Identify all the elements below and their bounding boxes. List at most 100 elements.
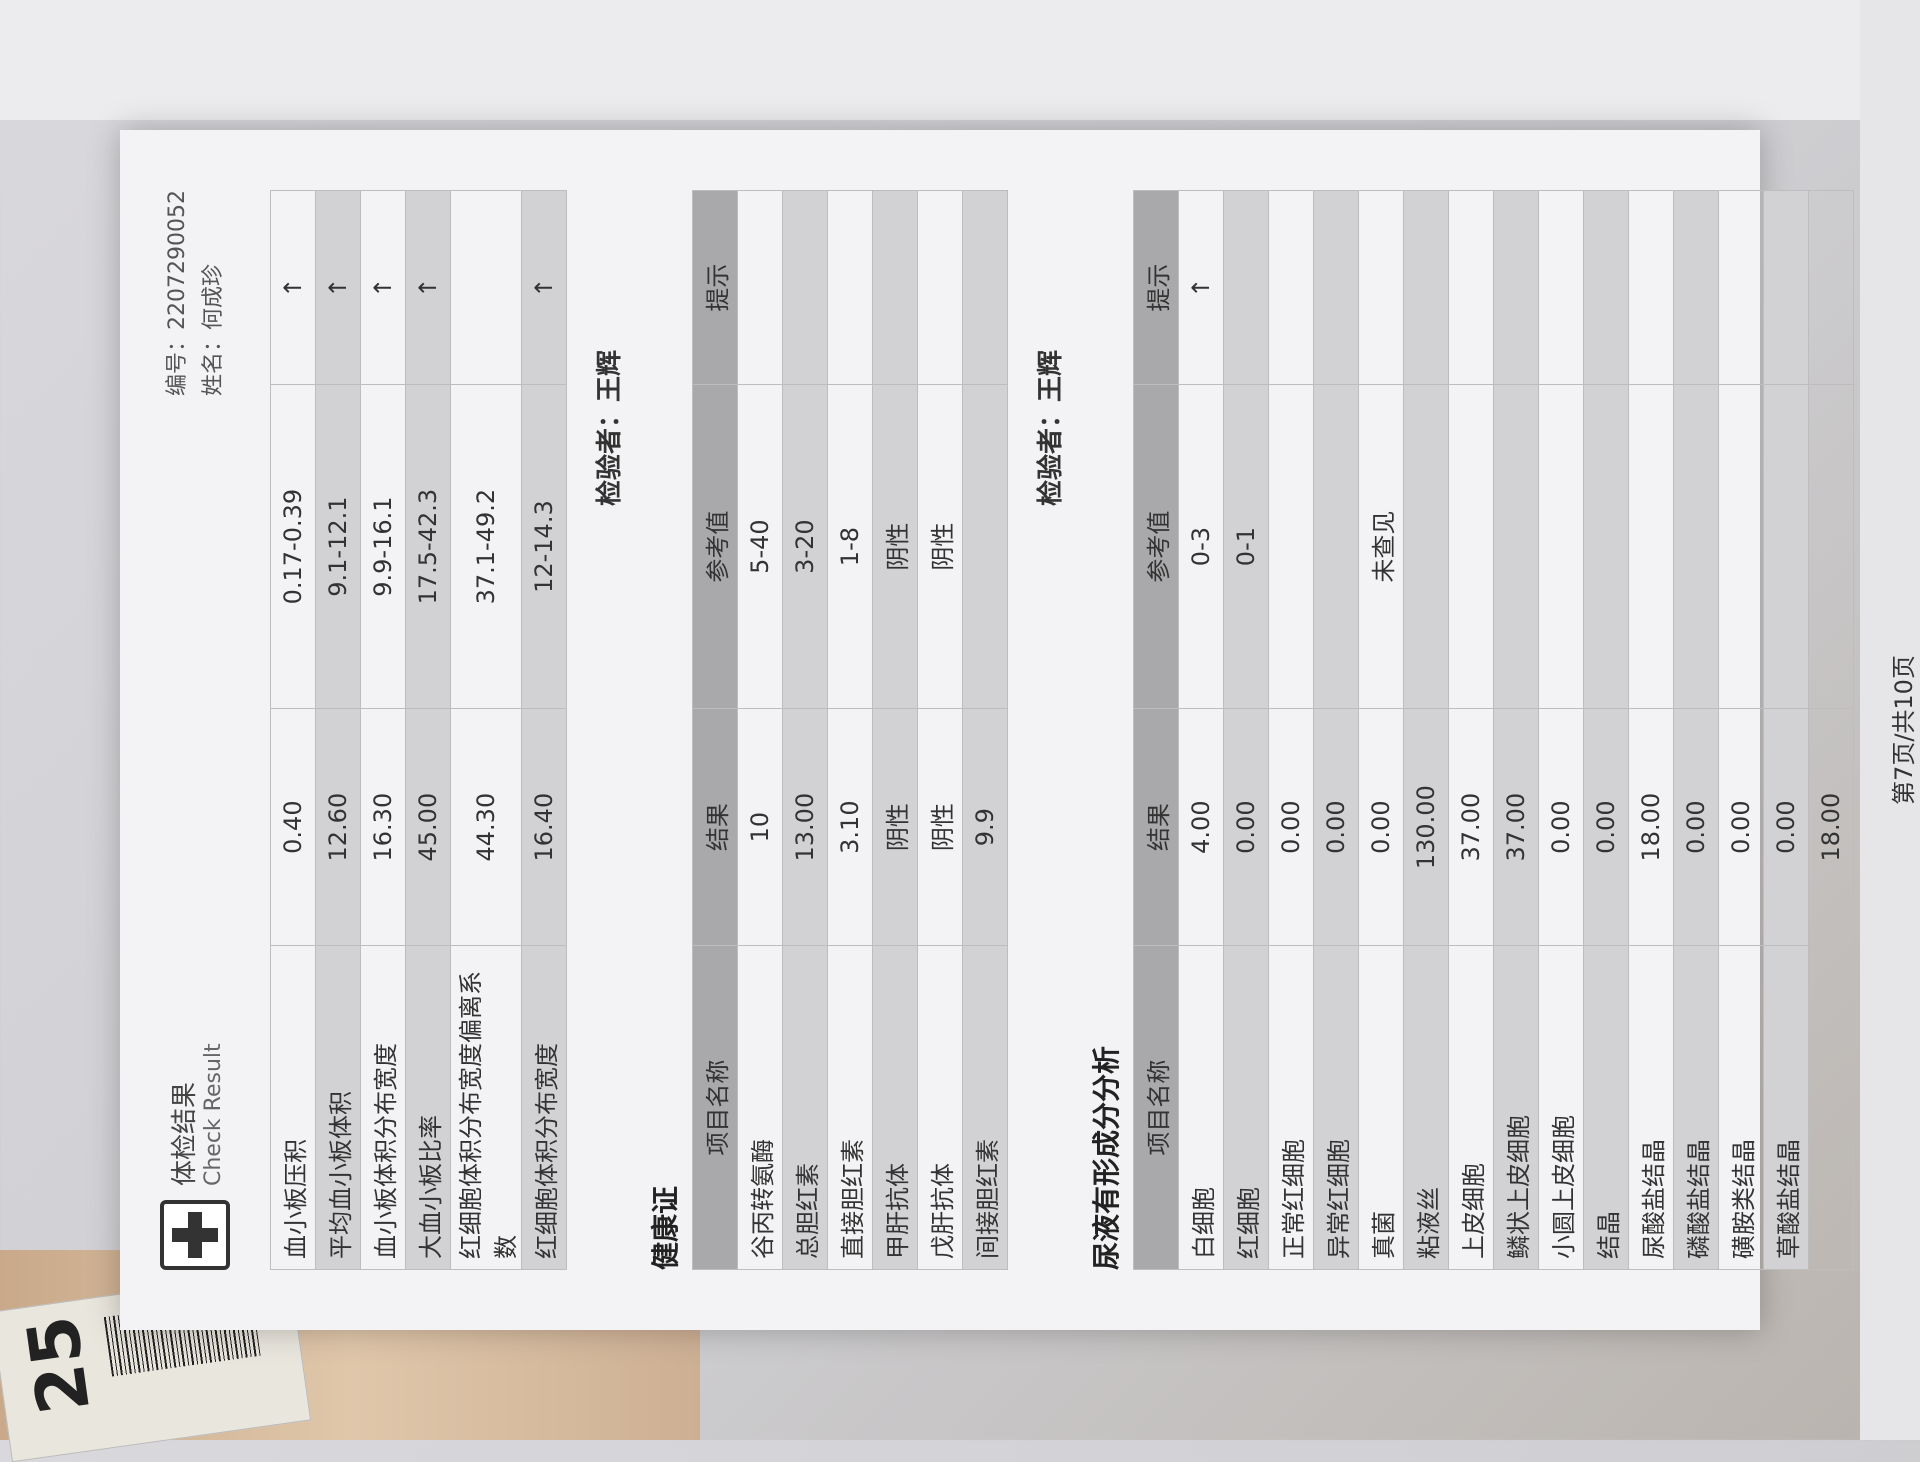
item-name: 谷丙转氨酶	[737, 945, 783, 1270]
table-row: 红细胞体积分布宽度 16.40 12-14.3 ↑	[521, 190, 567, 1270]
item-reference	[1808, 384, 1854, 709]
item-name: 磺胺类结晶	[1718, 945, 1764, 1270]
item-name: 真菌	[1358, 945, 1404, 1270]
item-flag	[1763, 190, 1809, 385]
item-reference	[1583, 384, 1629, 709]
item-flag	[450, 190, 522, 385]
item-result: 0.00	[1313, 708, 1359, 946]
item-reference: 未查见	[1358, 384, 1404, 709]
item-flag	[1448, 190, 1494, 385]
item-flag	[827, 190, 873, 385]
table-row: 间接胆红素 9.9	[962, 190, 1008, 1270]
item-result: 130.00	[1403, 708, 1449, 946]
name-label: 姓名：	[201, 329, 226, 396]
item-result: 0.00	[1718, 708, 1764, 946]
item-name	[1808, 945, 1854, 1270]
page-number: 第7页/共10页	[1890, 655, 1918, 805]
item-name: 直接胆红素	[827, 945, 873, 1270]
item-reference	[1718, 384, 1764, 709]
item-flag: ↑	[360, 190, 406, 385]
patient-info: 编号：2207290052 姓名：何成珍	[160, 190, 232, 396]
item-flag	[1628, 190, 1674, 385]
item-result: 0.00	[1223, 708, 1269, 946]
item-name: 平均血小板体积	[315, 945, 361, 1270]
item-reference: 0-3	[1178, 384, 1224, 709]
item-name: 小圆上皮细胞	[1538, 945, 1584, 1270]
item-name: 戊肝抗体	[917, 945, 963, 1270]
item-flag	[1718, 190, 1764, 385]
item-reference	[962, 384, 1008, 709]
table-row: 草酸盐结晶 0.00	[1763, 190, 1809, 1270]
item-reference	[1673, 384, 1719, 709]
column-header: 提示	[692, 190, 738, 385]
item-name: 总胆红素	[782, 945, 828, 1270]
item-result: 13.00	[782, 708, 828, 946]
item-result: 37.00	[1493, 708, 1539, 946]
table-row: 红细胞体积分布宽度偏离系数 44.30 37.1-49.2	[450, 190, 522, 1270]
item-reference: 17.5-42.3	[405, 384, 451, 709]
item-flag	[1538, 190, 1584, 385]
item-result: 0.00	[1583, 708, 1629, 946]
item-name: 间接胆红素	[962, 945, 1008, 1270]
table-row: 小圆上皮细胞 0.00	[1538, 190, 1584, 1270]
item-reference	[1403, 384, 1449, 709]
table-row: 正常红细胞 0.00	[1268, 190, 1314, 1270]
column-header: 项目名称	[1133, 945, 1179, 1270]
section-title-health: 健康证	[649, 1185, 682, 1270]
item-name: 白细胞	[1178, 945, 1224, 1270]
table-row: 大血小板比率 45.00 17.5-42.3 ↑	[405, 190, 451, 1270]
item-flag: ↑	[521, 190, 567, 385]
table-row: 粘液丝 130.00	[1403, 190, 1449, 1270]
item-name: 磷酸盐结晶	[1673, 945, 1719, 1270]
background-sheet-edge	[1860, 0, 1920, 1440]
item-flag: ↑	[1178, 190, 1224, 385]
item-flag: ↑	[270, 190, 316, 385]
item-flag	[1673, 190, 1719, 385]
item-name: 红细胞	[1223, 945, 1269, 1270]
checker-signature: 检验者：王辉	[595, 350, 625, 507]
item-reference: 阴性	[917, 384, 963, 709]
item-flag	[962, 190, 1008, 385]
name-value: 何成珍	[201, 263, 226, 330]
item-reference: 12-14.3	[521, 384, 567, 709]
item-flag	[737, 190, 783, 385]
table-row: 鳞状上皮细胞 37.00	[1493, 190, 1539, 1270]
sticker-number: 25	[11, 1310, 107, 1419]
id-value: 2207290052	[165, 190, 190, 330]
item-result: 0.00	[1538, 708, 1584, 946]
item-flag	[1583, 190, 1629, 385]
table-row: 红细胞 0.00 0-1	[1223, 190, 1269, 1270]
urine-analysis-table: 项目名称 结果 参考值 提示 白细胞 4.00 0-3 ↑ 红细胞 0.00 0-1 正常红细胞 0.0…	[1133, 190, 1854, 1270]
table-row: 真菌 0.00 未查见	[1358, 190, 1404, 1270]
item-flag	[1808, 190, 1854, 385]
item-result: 0.00	[1673, 708, 1719, 946]
table-row: 戊肝抗体 阴性 阴性	[917, 190, 963, 1270]
item-reference	[1268, 384, 1314, 709]
item-reference	[1448, 384, 1494, 709]
table-row: 平均血小板体积 12.60 9.1-12.1 ↑	[315, 190, 361, 1270]
item-result: 3.10	[827, 708, 873, 946]
table-row: 总胆红素 13.00 3-20	[782, 190, 828, 1270]
item-result: 0.00	[1763, 708, 1809, 946]
hospital-logo-icon	[160, 1200, 230, 1270]
item-name: 粘液丝	[1403, 945, 1449, 1270]
table-row: 直接胆红素 3.10 1-8	[827, 190, 873, 1270]
item-reference	[1763, 384, 1809, 709]
column-header: 结果	[692, 708, 738, 946]
report-subtitle: Check Result	[201, 1043, 226, 1186]
table-row: 血小板压积 0.40 0.17-0.39 ↑	[270, 190, 316, 1270]
item-flag: ↑	[315, 190, 361, 385]
item-result: 阴性	[917, 708, 963, 946]
item-flag	[1493, 190, 1539, 385]
section-title-urine: 尿液有形成分分析	[1090, 1045, 1123, 1270]
item-flag: ↑	[405, 190, 451, 385]
table-row: 血小板体积分布宽度 16.30 9.9-16.1 ↑	[360, 190, 406, 1270]
table-row: 白细胞 4.00 0-3 ↑	[1178, 190, 1224, 1270]
table-row: 尿酸盐结晶 18.00	[1628, 190, 1674, 1270]
checker-signature: 检验者：王辉	[1036, 350, 1066, 507]
item-flag	[1358, 190, 1404, 385]
item-reference	[1538, 384, 1584, 709]
item-reference	[1628, 384, 1674, 709]
health-cert-table: 项目名称 结果 参考值 提示 谷丙转氨酶 10 5-40 总胆红素 13.00 3-20 直接胆红素…	[692, 190, 1008, 1270]
column-header: 项目名称	[692, 945, 738, 1270]
